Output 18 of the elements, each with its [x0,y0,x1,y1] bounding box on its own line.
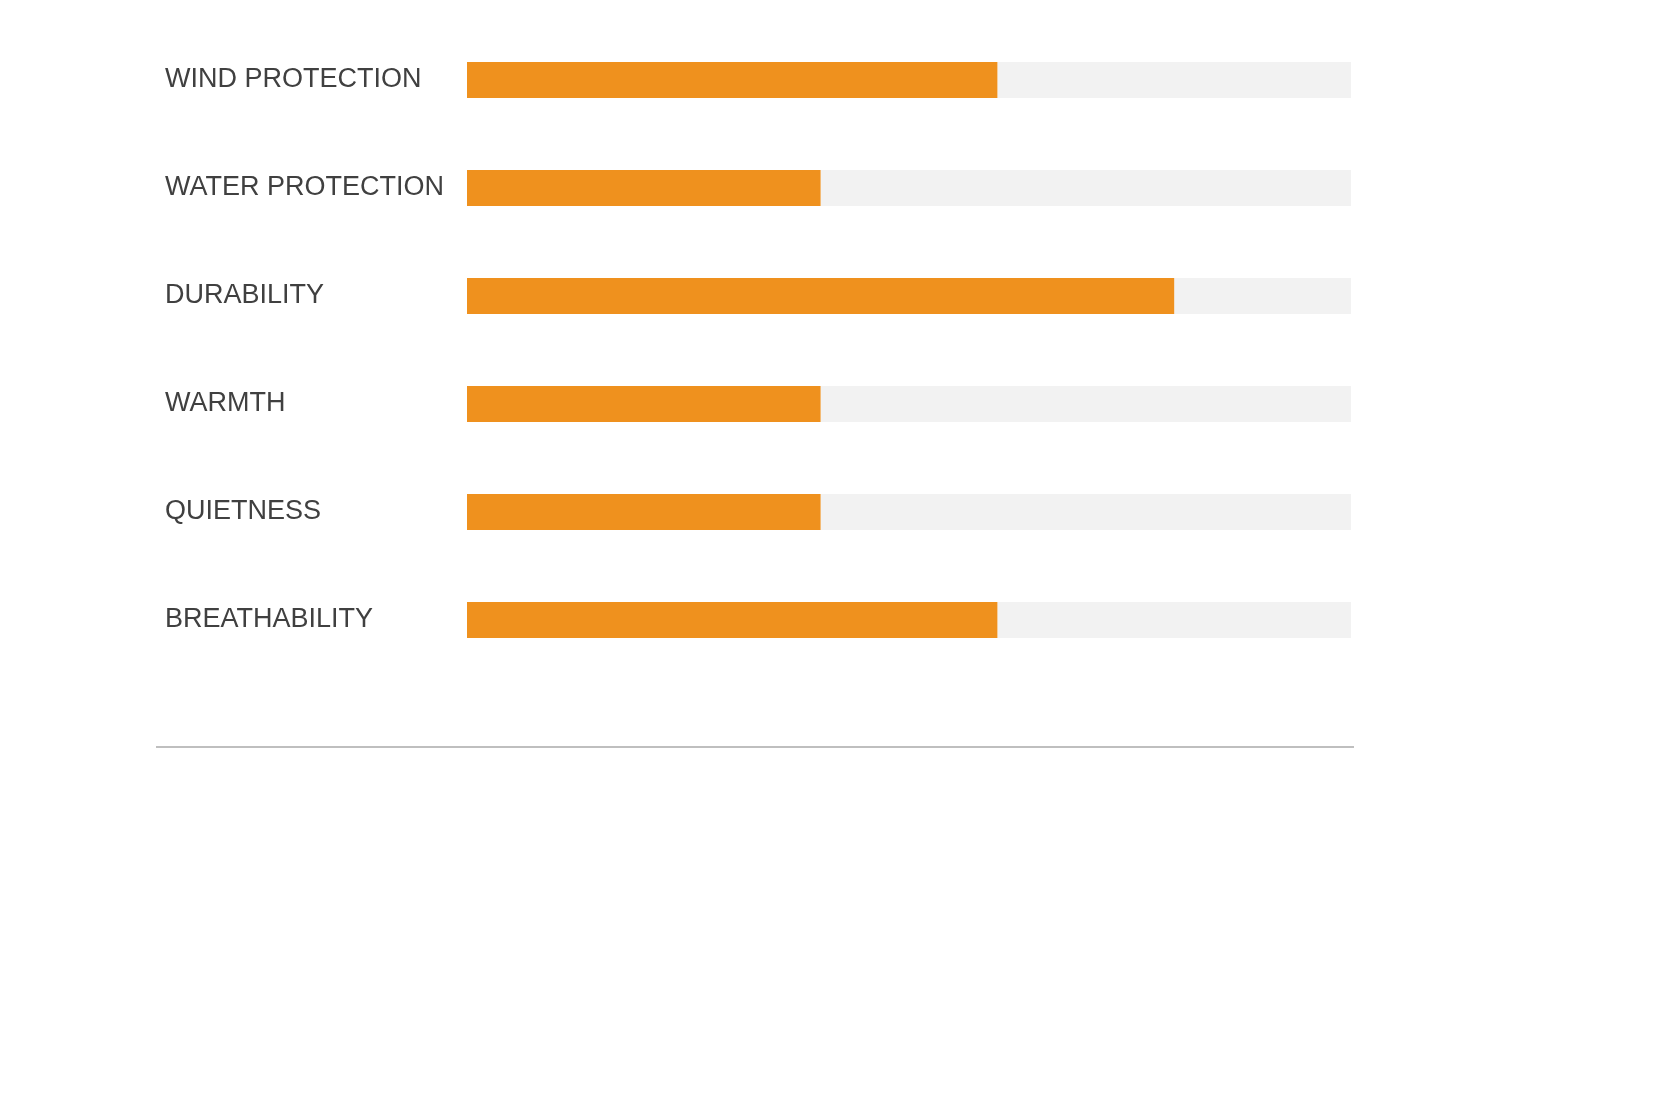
y-tick-label: QUIETNESS [165,495,322,526]
bar [1174,278,1351,314]
y-tick-label: WIND PROTECTION [165,63,422,94]
y-tick-label: DURABILITY [165,279,325,310]
bar [820,170,1351,206]
bar [467,386,821,422]
bar [997,602,1351,638]
y-tick-label: WATER PROTECTION [165,171,444,202]
bar [820,386,1351,422]
y-tick-label: WARMTH [165,387,286,418]
bar [467,602,998,638]
bar [997,62,1351,98]
bar [467,278,1175,314]
bar [467,170,821,206]
bar [467,494,821,530]
y-tick-label: BREATHABILITY [165,603,374,634]
bar [820,494,1351,530]
bar [467,62,998,98]
